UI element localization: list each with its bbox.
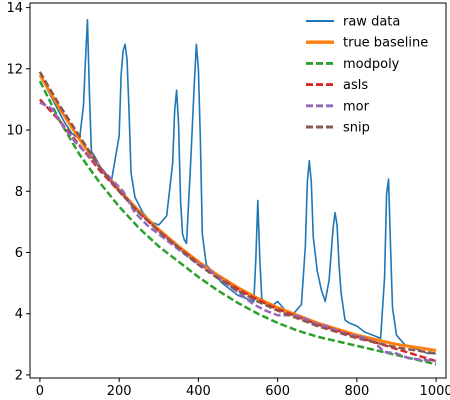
legend-label-modpoly: modpoly [343, 57, 400, 72]
legend-item-true-baseline: true baseline [306, 36, 428, 51]
x-tick-label-0: 0 [36, 384, 44, 399]
y-tick-label-10: 10 [6, 124, 23, 139]
x-tick-label-1000: 1000 [420, 384, 450, 399]
series-line-true-baseline [38, 74, 437, 352]
series-line-raw-data [39, 19, 437, 355]
x-tick-label-200: 200 [107, 384, 132, 399]
legend-item-modpoly: modpoly [306, 57, 400, 72]
legend-item-raw-data: raw data [306, 15, 400, 30]
y-tick-label-12: 12 [6, 62, 23, 77]
series-line-mor [39, 101, 437, 363]
axes-frame [29, 2, 447, 379]
legend-label-mor: mor [343, 99, 370, 114]
series-line-asls [38, 98, 437, 363]
x-tick-label-800: 800 [344, 384, 369, 399]
y-tick-label-14: 14 [6, 1, 23, 16]
y-tick-label-8: 8 [15, 185, 23, 200]
legend-item-snip: snip [306, 121, 370, 136]
legend-label-asls: asls [343, 78, 368, 93]
plot-area [38, 19, 437, 366]
legend-item-mor: mor [306, 99, 370, 114]
legend-label-true-baseline: true baseline [343, 36, 428, 51]
series-line-modpoly [38, 80, 437, 366]
legend: raw data true baseline modpoly asls mor snip [306, 15, 428, 136]
x-tick-label-400: 400 [186, 384, 211, 399]
series-lines [38, 19, 437, 366]
series-line-snip [38, 71, 437, 355]
legend-item-asls: asls [306, 78, 368, 93]
legend-label-raw-data: raw data [343, 15, 400, 30]
y-tick-label-2: 2 [15, 368, 23, 383]
x-tick-label-600: 600 [265, 384, 290, 399]
axes: 0 200 400 600 800 1000 2 4 6 8 10 12 14 [6, 1, 450, 399]
y-tick-label-6: 6 [15, 246, 23, 261]
y-tick-label-4: 4 [15, 307, 23, 322]
legend-label-snip: snip [343, 121, 370, 136]
